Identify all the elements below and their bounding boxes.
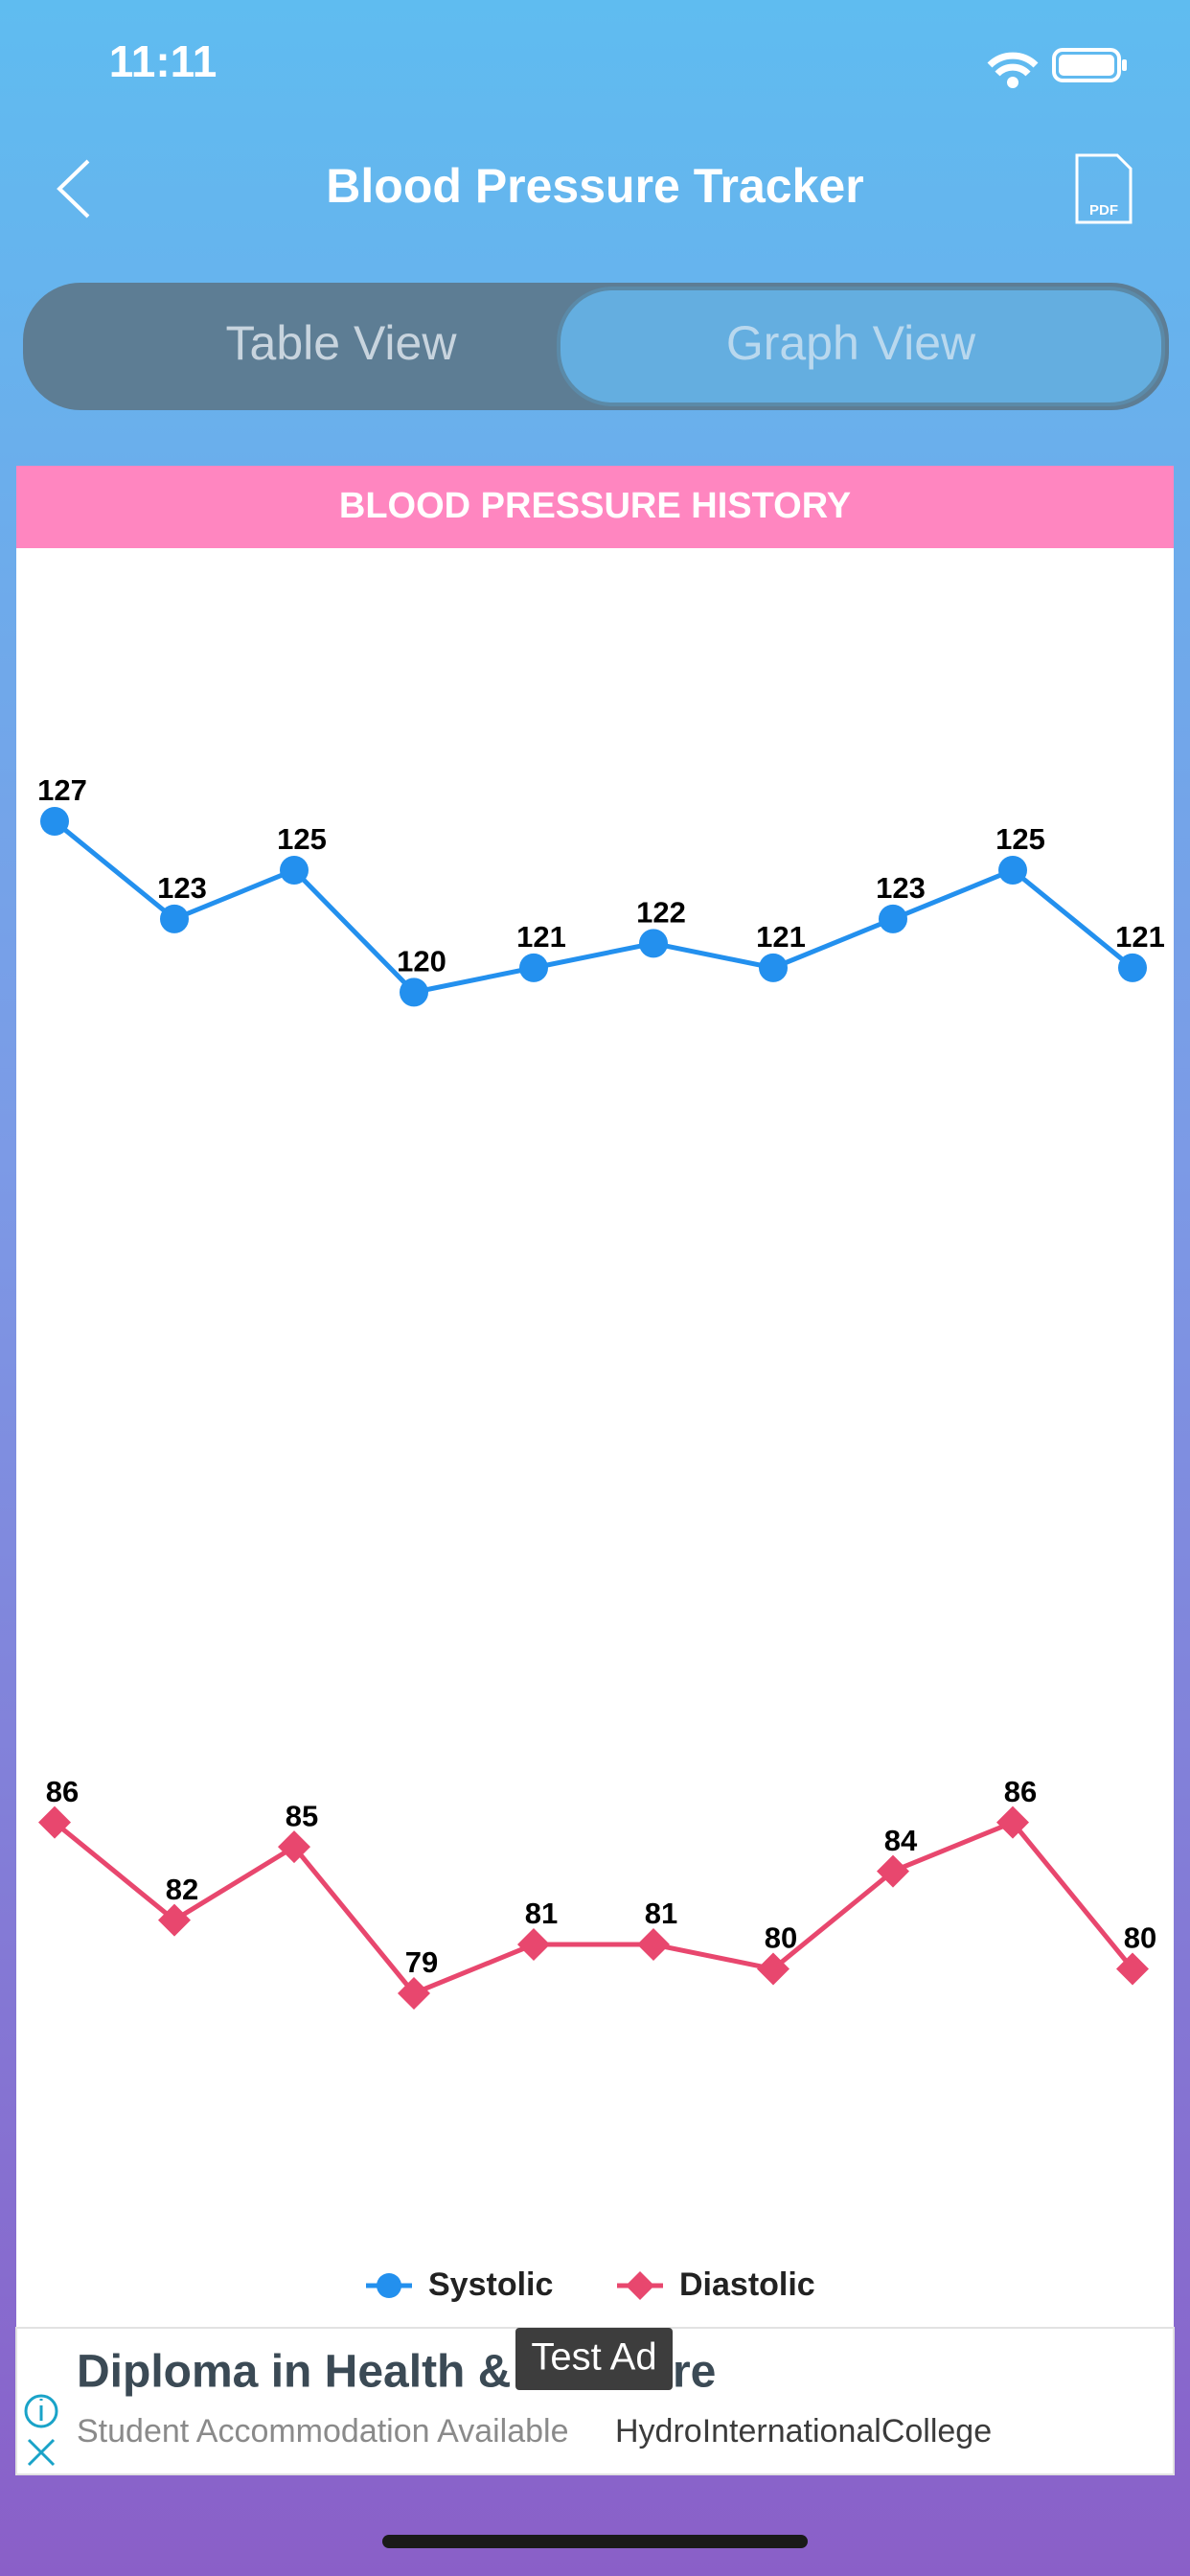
point	[519, 953, 548, 982]
point	[757, 1952, 790, 1986]
ad-title[interactable]: Diploma in Health &	[77, 2347, 511, 2398]
data-label: 123	[157, 871, 207, 905]
point	[517, 1928, 550, 1962]
series-line	[53, 1819, 1134, 1997]
point	[158, 1903, 191, 1937]
series: 127 123 125 120 121 122 121 123 125 121	[37, 773, 1165, 1007]
ad-subtitle: Student Accommodation Available	[77, 2413, 569, 2450]
ad-icons[interactable]	[24, 2394, 58, 2467]
plot: 127 123 125 120 121 122 121 123 125 121 86 82 85 79 81…	[37, 773, 1165, 2010]
point	[639, 929, 668, 958]
data-label: 127	[37, 773, 87, 807]
home-indicator	[382, 2535, 808, 2548]
legend-label: Systolic	[428, 2266, 553, 2303]
data-label: 81	[645, 1897, 677, 1930]
legend-label: Diastolic	[679, 2266, 815, 2303]
chart-card	[16, 466, 1174, 2328]
ad-badge: Test Ad	[531, 2336, 656, 2379]
data-label: 125	[995, 822, 1045, 856]
data-label: 80	[765, 1921, 797, 1955]
point	[278, 1830, 310, 1864]
header-title: Blood Pressure Tracker	[326, 159, 863, 213]
point	[280, 855, 309, 885]
pdf-icon-label: PDF	[1089, 202, 1118, 218]
series: 86 82 85 79 81 81 80 84 86 80	[38, 1775, 1156, 2010]
ad-title-end[interactable]: re	[673, 2347, 716, 2398]
point	[998, 855, 1027, 885]
data-label: 123	[876, 871, 926, 905]
tab-graph-view[interactable]: Graph View	[726, 316, 976, 370]
point	[637, 1928, 670, 1962]
data-label: 82	[166, 1873, 198, 1906]
point	[879, 904, 907, 933]
legend-marker	[626, 2271, 654, 2300]
chart-title: BLOOD PRESSURE HISTORY	[339, 486, 851, 526]
point	[38, 1806, 71, 1839]
data-label: 120	[397, 945, 446, 978]
tab-selected-bg	[557, 287, 1165, 406]
status-time: 11:11	[109, 36, 217, 86]
point	[398, 1977, 430, 2010]
legend: Systolic Diastolic	[366, 2266, 815, 2303]
series-line	[53, 819, 1134, 996]
data-label: 86	[1004, 1775, 1037, 1808]
point	[1118, 953, 1147, 982]
data-label: 80	[1124, 1921, 1156, 1955]
status-icons	[987, 48, 1127, 88]
data-label: 84	[884, 1824, 918, 1857]
data-label: 81	[525, 1897, 558, 1930]
point	[877, 1854, 909, 1888]
ad-badge-bg	[515, 2328, 673, 2390]
chart-header	[16, 466, 1174, 548]
point	[996, 1806, 1029, 1839]
data-label: 79	[405, 1945, 438, 1979]
data-label: 85	[286, 1799, 318, 1832]
ad-advertiser: HydroInternationalCollege	[615, 2413, 992, 2450]
back-button[interactable]	[57, 159, 90, 218]
data-label: 121	[516, 920, 566, 954]
point	[759, 953, 788, 982]
data-label: 125	[277, 822, 327, 856]
point	[40, 807, 69, 836]
tab-table-view[interactable]: Table View	[226, 316, 458, 370]
data-label: 122	[636, 896, 686, 930]
point	[160, 904, 189, 933]
point	[400, 978, 428, 1007]
data-label: 86	[46, 1775, 79, 1808]
data-label: 121	[756, 920, 806, 954]
data-label: 121	[1115, 920, 1165, 954]
pdf-button[interactable]: PDF	[1075, 153, 1133, 224]
legend-marker	[377, 2273, 401, 2298]
point	[1116, 1952, 1149, 1986]
